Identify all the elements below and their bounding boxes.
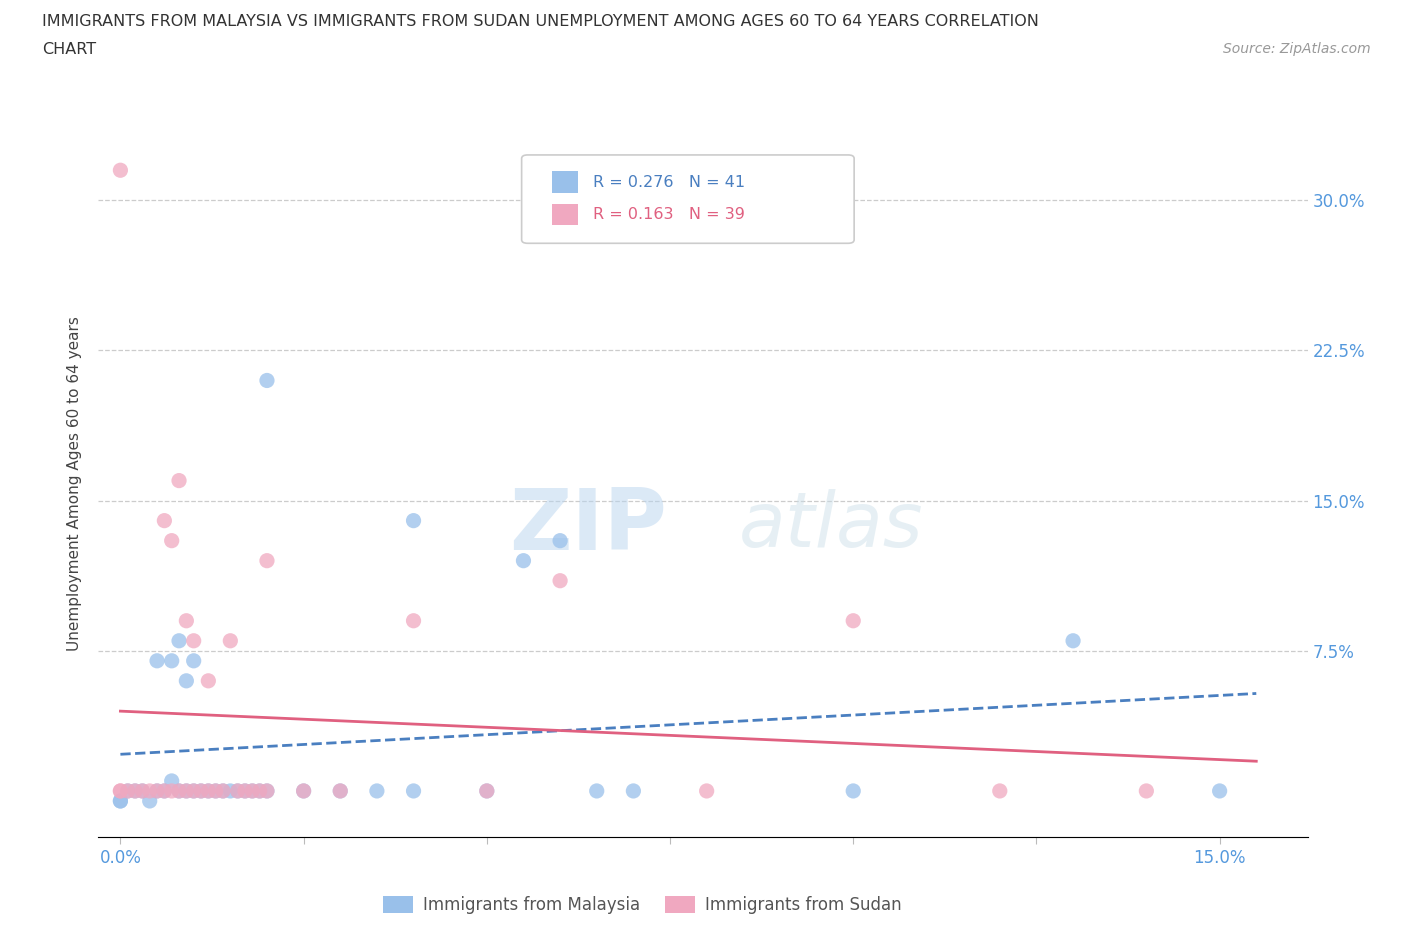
Text: ZIP: ZIP xyxy=(509,485,666,567)
Point xyxy=(204,783,226,798)
Point xyxy=(110,783,132,798)
Point xyxy=(256,783,278,798)
Point xyxy=(146,783,169,798)
Point xyxy=(197,673,219,688)
Point xyxy=(110,793,132,808)
Point xyxy=(1062,633,1084,648)
Text: IMMIGRANTS FROM MALAYSIA VS IMMIGRANTS FROM SUDAN UNEMPLOYMENT AMONG AGES 60 TO : IMMIGRANTS FROM MALAYSIA VS IMMIGRANTS F… xyxy=(42,14,1039,29)
Point xyxy=(110,163,132,178)
Point xyxy=(124,783,146,798)
Point xyxy=(292,783,315,798)
Point xyxy=(153,513,176,528)
Point xyxy=(256,783,278,798)
Point xyxy=(110,793,132,808)
Point xyxy=(131,783,153,798)
Point xyxy=(1208,783,1230,798)
Point xyxy=(402,613,425,628)
Point xyxy=(160,654,183,669)
Point xyxy=(988,783,1011,798)
Point xyxy=(167,633,190,648)
Point xyxy=(233,783,256,798)
Point xyxy=(475,783,498,798)
Point xyxy=(292,783,315,798)
Point xyxy=(183,633,205,648)
Point xyxy=(176,783,198,798)
Point xyxy=(167,783,190,798)
Point xyxy=(1135,783,1157,798)
Point xyxy=(226,783,249,798)
Point xyxy=(402,783,425,798)
Point xyxy=(153,783,176,798)
Y-axis label: Unemployment Among Ages 60 to 64 years: Unemployment Among Ages 60 to 64 years xyxy=(67,316,83,651)
Point xyxy=(212,783,235,798)
Point xyxy=(219,783,242,798)
Point xyxy=(117,783,139,798)
FancyBboxPatch shape xyxy=(522,155,855,244)
Text: CHART: CHART xyxy=(42,42,96,57)
Point xyxy=(842,783,865,798)
Point xyxy=(160,774,183,789)
Point xyxy=(548,533,571,548)
Text: atlas: atlas xyxy=(740,489,924,563)
Point xyxy=(124,783,146,798)
Text: R = 0.276   N = 41: R = 0.276 N = 41 xyxy=(593,175,745,190)
Point xyxy=(160,783,183,798)
Text: R = 0.163   N = 39: R = 0.163 N = 39 xyxy=(593,207,745,222)
FancyBboxPatch shape xyxy=(553,171,578,193)
Point xyxy=(240,783,263,798)
Point xyxy=(190,783,212,798)
Point xyxy=(256,553,278,568)
Point xyxy=(548,573,571,588)
Point xyxy=(138,793,160,808)
Legend: Immigrants from Malaysia, Immigrants from Sudan: Immigrants from Malaysia, Immigrants fro… xyxy=(377,889,908,921)
Point xyxy=(329,783,352,798)
Point xyxy=(167,473,190,488)
Point xyxy=(512,553,534,568)
Point xyxy=(696,783,718,798)
Point xyxy=(190,783,212,798)
Point xyxy=(183,654,205,669)
Point xyxy=(329,783,352,798)
FancyBboxPatch shape xyxy=(553,204,578,225)
Point xyxy=(197,783,219,798)
Point xyxy=(240,783,263,798)
Point xyxy=(138,783,160,798)
Point xyxy=(219,633,242,648)
Point xyxy=(146,783,169,798)
Point xyxy=(212,783,235,798)
Point xyxy=(117,783,139,798)
Point xyxy=(621,783,644,798)
Point xyxy=(153,783,176,798)
Point xyxy=(110,783,132,798)
Point xyxy=(402,513,425,528)
Point xyxy=(176,613,198,628)
Point xyxy=(160,533,183,548)
Point xyxy=(256,373,278,388)
Point xyxy=(585,783,607,798)
Point xyxy=(197,783,219,798)
Point xyxy=(146,654,169,669)
Point xyxy=(167,783,190,798)
Point xyxy=(366,783,388,798)
Point xyxy=(249,783,271,798)
Point xyxy=(176,673,198,688)
Point xyxy=(233,783,256,798)
Point xyxy=(249,783,271,798)
Point xyxy=(131,783,153,798)
Point xyxy=(176,783,198,798)
Point xyxy=(204,783,226,798)
Point xyxy=(842,613,865,628)
Point xyxy=(183,783,205,798)
Point xyxy=(226,783,249,798)
Text: Source: ZipAtlas.com: Source: ZipAtlas.com xyxy=(1223,42,1371,56)
Point xyxy=(475,783,498,798)
Point xyxy=(183,783,205,798)
